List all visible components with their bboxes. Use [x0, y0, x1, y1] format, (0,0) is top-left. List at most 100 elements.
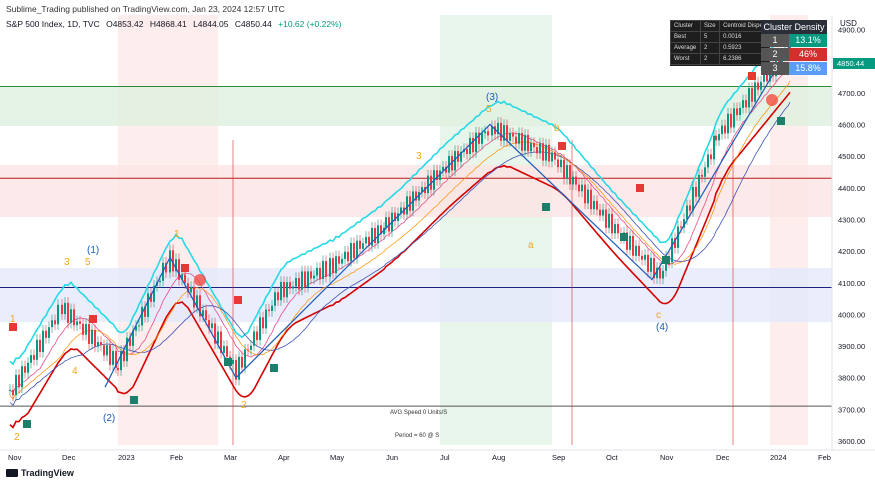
candle-body — [509, 133, 511, 141]
candle-body — [112, 350, 114, 365]
candle-body — [199, 295, 201, 317]
candle-body — [33, 355, 35, 360]
wave-label: (4) — [656, 322, 668, 333]
buy-signal-marker — [270, 364, 278, 372]
publisher-line: Sublime_Trading published on TradingView… — [6, 4, 285, 14]
wave-label: 3 — [64, 257, 70, 268]
wave-label: 5 — [486, 104, 492, 115]
candle-body — [536, 147, 538, 154]
candle-body — [115, 350, 117, 368]
candle-body — [599, 209, 601, 216]
candle-body — [301, 271, 303, 290]
x-tick-label: Aug — [492, 453, 505, 462]
candle-body — [226, 346, 228, 357]
footer: TradingView — [0, 465, 875, 483]
candle-body — [481, 133, 483, 144]
candle-body — [30, 355, 32, 363]
candle-body — [103, 345, 105, 356]
cluster-row-size: 2 — [699, 53, 721, 65]
candle-body — [584, 184, 586, 204]
y-tick-label: 4300.00 — [838, 215, 865, 224]
candle-body — [442, 166, 444, 171]
y-tick-label: 4100.00 — [838, 279, 865, 288]
wave-label: 5 — [85, 257, 91, 268]
tradingview-logo[interactable]: TradingView — [6, 468, 74, 478]
cluster-row-name: Best — [670, 31, 701, 43]
y-tick-label: 4900.00 — [838, 26, 865, 35]
density-row: 2 46% — [761, 48, 827, 61]
candle-body — [427, 175, 429, 194]
candle-body — [572, 176, 574, 185]
candle-body — [748, 88, 750, 108]
candle-body — [400, 207, 402, 214]
wave-label: (1) — [87, 245, 99, 256]
candle-body — [415, 191, 417, 201]
candle-body — [123, 350, 125, 362]
candle-body — [147, 293, 149, 317]
price-axis[interactable] — [832, 15, 875, 465]
candle-body — [135, 325, 137, 331]
density-row: 1 13.1% — [761, 34, 827, 47]
candle-body — [445, 166, 447, 173]
y-tick-label: 4500.00 — [838, 152, 865, 161]
x-tick-label: Mar — [224, 453, 237, 462]
candle-body — [126, 337, 128, 362]
candle-body — [178, 259, 180, 280]
candle-body — [629, 235, 631, 250]
wave-label: 2 — [14, 432, 20, 443]
candle-body — [715, 135, 717, 141]
sell-signal-marker — [181, 264, 189, 272]
candle-body — [193, 286, 195, 308]
candle-body — [211, 323, 213, 329]
candle-body — [187, 283, 189, 293]
cluster-row-size: 2 — [699, 42, 721, 54]
candle-body — [307, 271, 309, 288]
ohlc-line: S&P 500 Index, 1D, TVC O4853.42 H4868.41… — [6, 19, 345, 29]
candle-body — [238, 356, 240, 380]
x-tick-label: Sep — [552, 453, 565, 462]
candle-body — [141, 306, 143, 326]
y-tick-label: 3900.00 — [838, 342, 865, 351]
candle-body — [542, 143, 544, 161]
buy-signal-marker — [542, 203, 550, 211]
candle-body — [695, 186, 697, 197]
y-tick-label: 3800.00 — [838, 374, 865, 383]
candle-body — [733, 108, 735, 128]
candle-body — [100, 341, 102, 346]
candle-body — [704, 167, 706, 177]
y-tick-label: 4600.00 — [838, 121, 865, 130]
wave-label: 1 — [174, 229, 180, 240]
candle-body — [289, 282, 291, 289]
wave-label: 2 — [241, 400, 247, 411]
candle-body — [39, 339, 41, 353]
candle-body — [647, 254, 649, 272]
candle-body — [718, 134, 720, 141]
candle-body — [70, 309, 72, 323]
candle-body — [368, 236, 370, 246]
candle-body — [120, 350, 122, 371]
change-value: +10.62 (+0.22%) — [278, 19, 342, 29]
candle-body — [745, 100, 747, 108]
candle-body — [332, 258, 334, 274]
candle-body — [472, 137, 474, 153]
candle-body — [64, 302, 66, 315]
candle-body — [259, 317, 261, 340]
candle-body — [524, 134, 526, 151]
candle-body — [214, 323, 216, 344]
candle-body — [353, 243, 355, 259]
high-value: H4868.41 — [149, 19, 187, 29]
symbol-label[interactable]: S&P 500 Index, 1D, TVC — [6, 19, 100, 29]
density-value: 46% — [789, 48, 827, 61]
candle-body — [494, 126, 496, 135]
cluster-row-name: Worst — [670, 53, 701, 65]
candle-body — [205, 310, 207, 320]
candle-body — [662, 270, 664, 279]
currency-label[interactable]: USD — [840, 19, 857, 28]
candle-body — [469, 137, 471, 155]
green-zone-1 — [440, 15, 552, 445]
density-key: 1 — [761, 34, 789, 47]
candle-body — [138, 325, 140, 327]
candle-body — [475, 132, 477, 153]
candle-body — [710, 154, 712, 160]
